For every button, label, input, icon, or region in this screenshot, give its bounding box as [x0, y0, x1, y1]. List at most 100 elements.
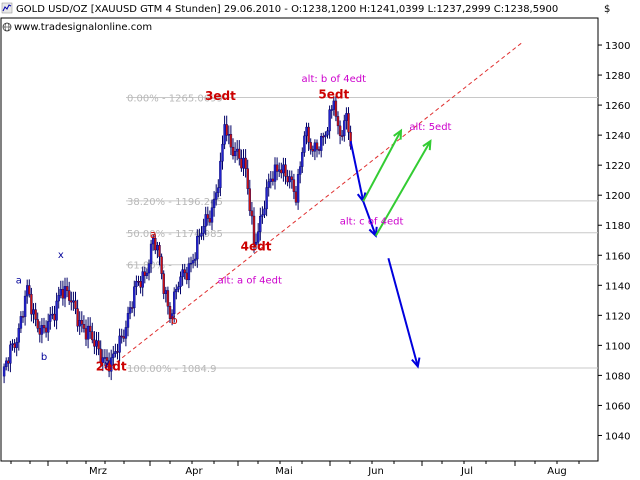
- candle-body: [330, 109, 333, 111]
- candle: [149, 239, 153, 273]
- y-tick-label-1: 1060: [605, 401, 630, 412]
- candle: [55, 292, 58, 330]
- candle-body: [2, 366, 6, 377]
- candle-body: [275, 164, 279, 172]
- wave-label-1: 3edt: [205, 89, 236, 103]
- wave-label-0: 2edt: [96, 359, 127, 373]
- candle: [238, 140, 241, 166]
- candle-body: [156, 245, 159, 251]
- arrow-head: [393, 128, 403, 140]
- candle-body: [82, 324, 86, 329]
- candle: [252, 207, 256, 253]
- candle: [17, 323, 20, 351]
- candle-body: [130, 307, 134, 309]
- candle-body: [4, 360, 8, 367]
- x-month-label-3: Jun: [367, 466, 384, 477]
- wave-label-2: 4edt: [241, 239, 272, 253]
- candle-body: [196, 236, 199, 260]
- y-tick-label-13: 1300: [605, 41, 630, 52]
- candle-body: [320, 135, 323, 151]
- projection-arrow-2: [387, 258, 421, 369]
- candle-body: [147, 263, 151, 274]
- y-tick-label-9: 1220: [605, 161, 630, 172]
- candle: [63, 277, 67, 308]
- y-tick-label-2: 1080: [605, 371, 630, 382]
- candle-body: [200, 233, 203, 237]
- y-tick-label-4: 1120: [605, 311, 630, 322]
- y-axis: 1040 1060 1080 1100 1120 1140 1160 1180 1200 1220…: [598, 41, 630, 442]
- candlestick-series: [2, 95, 352, 384]
- candle-body: [254, 241, 258, 245]
- candle-body: [179, 276, 182, 287]
- candle-body: [164, 290, 168, 294]
- candle: [42, 317, 46, 334]
- currency-symbol: $: [604, 4, 610, 15]
- candle: [147, 259, 151, 281]
- candle: [57, 286, 60, 309]
- x-month-label-4: Jul: [460, 466, 473, 477]
- website-label: www.tradesignalonline.com: [14, 22, 152, 33]
- candle-body: [170, 313, 174, 319]
- wave-label-5: b: [171, 314, 178, 327]
- candle-body: [26, 285, 29, 297]
- candle-body: [299, 166, 302, 175]
- candle-body: [345, 113, 348, 121]
- candle-body: [30, 294, 33, 315]
- wave-label-3: 5edt: [318, 88, 349, 102]
- candle: [221, 135, 224, 170]
- candle: [4, 357, 8, 371]
- candle: [65, 277, 69, 298]
- candle-body: [133, 286, 136, 309]
- candle-body: [305, 126, 308, 137]
- candle-body: [265, 187, 268, 210]
- candle-body: [204, 214, 207, 227]
- candle: [30, 287, 33, 322]
- candle-body: [86, 325, 90, 340]
- candle-body: [61, 289, 65, 299]
- candle-body: [15, 341, 18, 348]
- candle: [200, 226, 203, 240]
- candle-body: [248, 188, 252, 212]
- candle-body: [126, 313, 130, 328]
- candle-body: [97, 340, 100, 350]
- candle-body: [118, 335, 121, 353]
- candle: [9, 340, 12, 373]
- candle-body: [343, 120, 346, 136]
- candle: [210, 199, 214, 231]
- candle-body: [34, 309, 37, 320]
- candle-body: [238, 148, 241, 159]
- y-tick-label-10: 1240: [605, 131, 630, 142]
- candle-body: [40, 325, 44, 335]
- candle: [250, 201, 254, 225]
- candle-body: [65, 286, 69, 291]
- candle-body: [313, 142, 317, 152]
- candle-body: [214, 192, 218, 200]
- candle: [181, 264, 184, 286]
- candle-body: [21, 316, 25, 318]
- candle: [141, 266, 144, 297]
- candle: [265, 179, 268, 217]
- candle: [124, 320, 128, 347]
- candle: [166, 286, 170, 315]
- wave-label-8: alt: c of 4edt: [340, 217, 404, 228]
- candle: [109, 349, 113, 381]
- candle: [284, 157, 287, 185]
- candle-body: [101, 357, 105, 363]
- candle-body: [233, 151, 237, 157]
- candle-body: [193, 258, 197, 261]
- candle-body: [185, 272, 189, 281]
- candle-body: [261, 214, 264, 217]
- candle-body: [74, 300, 77, 309]
- candle: [198, 228, 201, 245]
- candle: [19, 311, 23, 334]
- y-tick-label-11: 1260: [605, 101, 630, 112]
- candle-body: [187, 263, 191, 281]
- candle: [88, 317, 92, 339]
- candle-body: [332, 100, 335, 110]
- wave-labels: 2edt 3edt 4edt 5edt a b alt: b of 4edt alt: 5ed…: [16, 74, 452, 373]
- candle-body: [315, 142, 319, 150]
- candle: [347, 107, 350, 141]
- candle: [23, 290, 27, 326]
- candle-body: [78, 320, 81, 327]
- x-month-label-5: Aug: [547, 466, 567, 477]
